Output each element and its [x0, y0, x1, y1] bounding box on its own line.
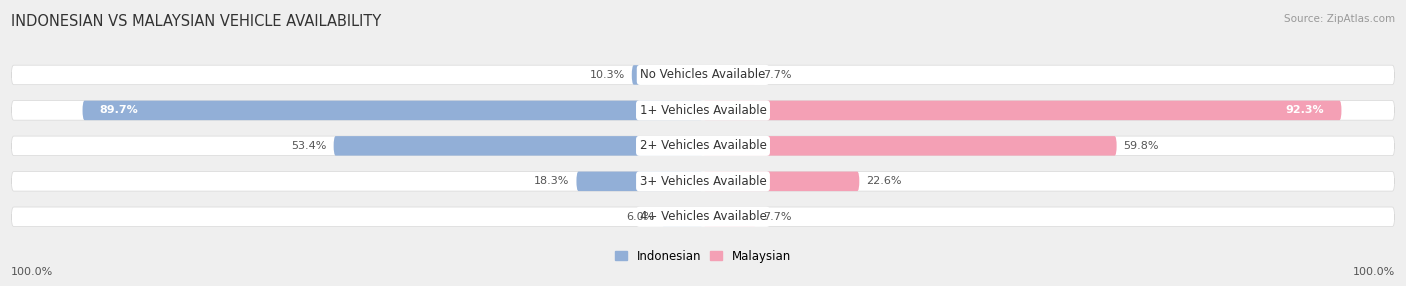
Text: No Vehicles Available: No Vehicles Available: [640, 68, 766, 82]
Text: 6.0%: 6.0%: [626, 212, 655, 222]
Text: Source: ZipAtlas.com: Source: ZipAtlas.com: [1284, 14, 1395, 24]
Text: 100.0%: 100.0%: [1353, 267, 1395, 277]
FancyBboxPatch shape: [703, 207, 756, 227]
FancyBboxPatch shape: [333, 136, 703, 156]
FancyBboxPatch shape: [703, 101, 1341, 120]
Text: 22.6%: 22.6%: [866, 176, 901, 186]
Text: 1+ Vehicles Available: 1+ Vehicles Available: [640, 104, 766, 117]
Text: 7.7%: 7.7%: [763, 212, 792, 222]
Text: 7.7%: 7.7%: [763, 70, 792, 80]
Text: 59.8%: 59.8%: [1123, 141, 1159, 151]
FancyBboxPatch shape: [11, 207, 1395, 227]
Text: INDONESIAN VS MALAYSIAN VEHICLE AVAILABILITY: INDONESIAN VS MALAYSIAN VEHICLE AVAILABI…: [11, 14, 381, 29]
FancyBboxPatch shape: [703, 65, 756, 85]
FancyBboxPatch shape: [83, 101, 703, 120]
FancyBboxPatch shape: [576, 172, 703, 191]
Text: 18.3%: 18.3%: [534, 176, 569, 186]
Text: 2+ Vehicles Available: 2+ Vehicles Available: [640, 139, 766, 152]
FancyBboxPatch shape: [703, 172, 859, 191]
FancyBboxPatch shape: [631, 65, 703, 85]
Legend: Indonesian, Malaysian: Indonesian, Malaysian: [610, 245, 796, 268]
FancyBboxPatch shape: [703, 136, 1116, 156]
FancyBboxPatch shape: [11, 65, 1395, 85]
FancyBboxPatch shape: [11, 172, 1395, 191]
Text: 53.4%: 53.4%: [291, 141, 326, 151]
Text: 92.3%: 92.3%: [1285, 106, 1324, 115]
FancyBboxPatch shape: [11, 136, 1395, 156]
Text: 10.3%: 10.3%: [589, 70, 624, 80]
Text: 3+ Vehicles Available: 3+ Vehicles Available: [640, 175, 766, 188]
Text: 4+ Vehicles Available: 4+ Vehicles Available: [640, 210, 766, 223]
Text: 89.7%: 89.7%: [100, 106, 139, 115]
Text: 100.0%: 100.0%: [11, 267, 53, 277]
FancyBboxPatch shape: [661, 207, 703, 227]
FancyBboxPatch shape: [11, 101, 1395, 120]
